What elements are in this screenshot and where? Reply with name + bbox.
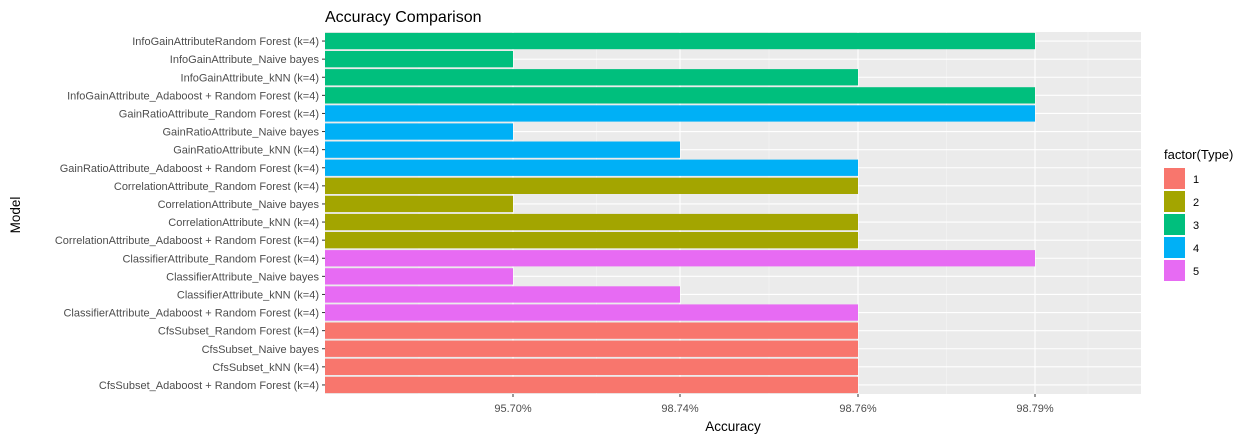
bar: [325, 286, 680, 303]
bar: [325, 69, 858, 86]
bar: [325, 304, 858, 321]
y-tick-label: CfsSubset_kNN (k=4): [212, 362, 319, 374]
y-tick-label: ClassifierAttribute_Random Forest (k=4): [122, 253, 319, 265]
y-tick-label: CfsSubset_Adaboost + Random Forest (k=4): [99, 380, 319, 392]
bar: [325, 340, 858, 357]
bars: [325, 32, 1035, 394]
y-tick-labels: InfoGainAttributeRandom Forest (k=4) Info…: [55, 36, 325, 392]
bar: [325, 232, 858, 249]
x-tick-labels: 95.70% 98.74% 98.76% 98.79%: [494, 394, 1054, 415]
legend-label: 4: [1193, 243, 1199, 255]
y-tick-label: CorrelationAttribute_Adaboost + Random F…: [55, 235, 319, 247]
y-tick-label: InfoGainAttribute_Adaboost + Random Fore…: [67, 90, 319, 102]
chart-title: Accuracy Comparison: [325, 9, 482, 26]
legend-key: [1164, 214, 1185, 235]
legend: 1 2 3 4 5: [1164, 168, 1199, 281]
x-tick-label: 98.79%: [1016, 403, 1054, 415]
bar: [325, 268, 513, 285]
bar: [325, 177, 858, 194]
legend-key: [1164, 237, 1185, 258]
y-tick-label: ClassifierAttribute_Adaboost + Random Fo…: [63, 308, 319, 320]
y-tick-label: CorrelationAttribute_Random Forest (k=4): [114, 181, 319, 193]
y-tick-label: GainRatioAttribute_kNN (k=4): [173, 145, 319, 157]
bar: [325, 32, 1035, 50]
y-tick-label: CorrelationAttribute_kNN (k=4): [168, 217, 319, 229]
y-tick-label: ClassifierAttribute_kNN (k=4): [177, 289, 319, 301]
y-tick-label: InfoGainAttribute_kNN (k=4): [181, 72, 319, 84]
legend-label: 5: [1193, 266, 1199, 278]
legend-label: 1: [1193, 174, 1199, 186]
y-tick-label: GainRatioAttribute_Naive bayes: [162, 127, 319, 139]
bar: [325, 358, 858, 375]
y-tick-label: ClassifierAttribute_Naive bayes: [166, 271, 319, 283]
x-tick-label: 95.70%: [494, 403, 532, 415]
bar: [325, 376, 858, 394]
bar: [325, 123, 513, 140]
bar: [325, 51, 513, 68]
legend-key: [1164, 168, 1185, 189]
legend-label: 2: [1193, 197, 1199, 209]
bar: [325, 87, 1035, 104]
x-tick-label: 98.76%: [839, 403, 877, 415]
bar: [325, 141, 680, 158]
x-tick-label: 98.74%: [661, 403, 699, 415]
x-axis-title: Accuracy: [705, 419, 761, 434]
bar: [325, 159, 858, 176]
bar: [325, 322, 858, 339]
y-tick-label: GainRatioAttribute_Random Forest (k=4): [119, 108, 319, 120]
y-tick-label: CfsSubset_Random Forest (k=4): [158, 326, 319, 338]
bar: [325, 105, 1035, 122]
legend-label: 3: [1193, 220, 1199, 232]
legend-key: [1164, 191, 1185, 212]
plot-panel: [325, 32, 1141, 394]
y-tick-label: GainRatioAttribute_Adaboost + Random For…: [60, 163, 319, 175]
bar: [325, 195, 513, 213]
y-tick-label: CorrelationAttribute_Naive bayes: [158, 199, 320, 211]
bar: [325, 213, 858, 231]
y-tick-label: CfsSubset_Naive bayes: [202, 344, 320, 356]
bar: [325, 250, 1035, 267]
y-tick-label: InfoGainAttributeRandom Forest (k=4): [132, 36, 319, 48]
legend-key: [1164, 260, 1185, 281]
y-axis-title: Model: [8, 197, 23, 234]
legend-title: factor(Type): [1164, 147, 1233, 162]
y-tick-label: InfoGainAttribute_Naive bayes: [170, 54, 320, 66]
